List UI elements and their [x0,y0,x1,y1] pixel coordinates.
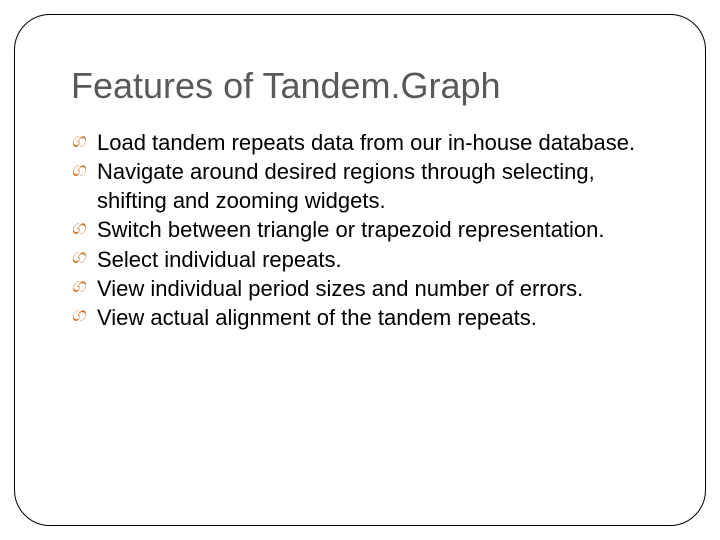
slide-frame: Features of Tandem.Graph ග Load tandem r… [14,14,706,526]
bullet-text: Navigate around desired regions through … [97,159,595,213]
bullet-text: Switch between triangle or trapezoid rep… [97,217,605,242]
list-item: ග Select individual repeats. [71,245,649,274]
bullet-text: Select individual repeats. [97,247,342,272]
slide: Features of Tandem.Graph ග Load tandem r… [0,0,720,540]
list-item: ග Navigate around desired regions throug… [71,157,649,215]
bullet-icon: ග [71,305,82,325]
list-item: ග Switch between triangle or trapezoid r… [71,215,649,244]
bullet-text: View actual alignment of the tandem repe… [97,305,537,330]
bullet-icon: ග [71,131,82,151]
list-item: ග Load tandem repeats data from our in-h… [71,128,649,157]
bullet-text: Load tandem repeats data from our in-hou… [97,130,635,155]
bullet-icon: ග [71,160,82,180]
list-item: ග View actual alignment of the tandem re… [71,303,649,332]
bullet-icon: ග [71,276,82,296]
list-item: ග View individual period sizes and numbe… [71,274,649,303]
bullet-icon: ග [71,247,82,267]
bullet-icon: ග [71,218,82,238]
bullet-text: View individual period sizes and number … [97,276,583,301]
bullet-list: ග Load tandem repeats data from our in-h… [71,128,649,331]
slide-title: Features of Tandem.Graph [71,65,649,106]
